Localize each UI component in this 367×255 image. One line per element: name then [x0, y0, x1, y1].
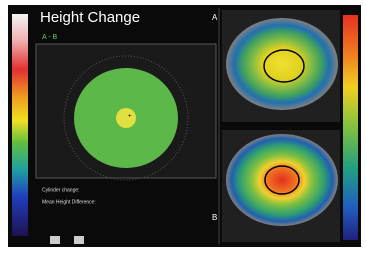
stat-line: Mean Height Difference: — [42, 199, 96, 205]
title: Height Change — [40, 9, 140, 26]
center-zone — [116, 108, 136, 128]
color-scale — [12, 14, 28, 236]
center-mark: + — [128, 114, 132, 120]
stat-line: Cylinder change: — [42, 187, 80, 193]
button[interactable] — [74, 236, 84, 244]
map-b — [226, 134, 338, 226]
button[interactable] — [50, 236, 60, 244]
map-label: A — [212, 13, 218, 22]
subtitle: A - B — [42, 34, 58, 41]
map-a — [226, 18, 338, 110]
color-scale — [343, 15, 358, 240]
map-label: B — [212, 213, 217, 222]
screenshot: Height Change A - B + Cylinder change: M… — [0, 0, 367, 255]
